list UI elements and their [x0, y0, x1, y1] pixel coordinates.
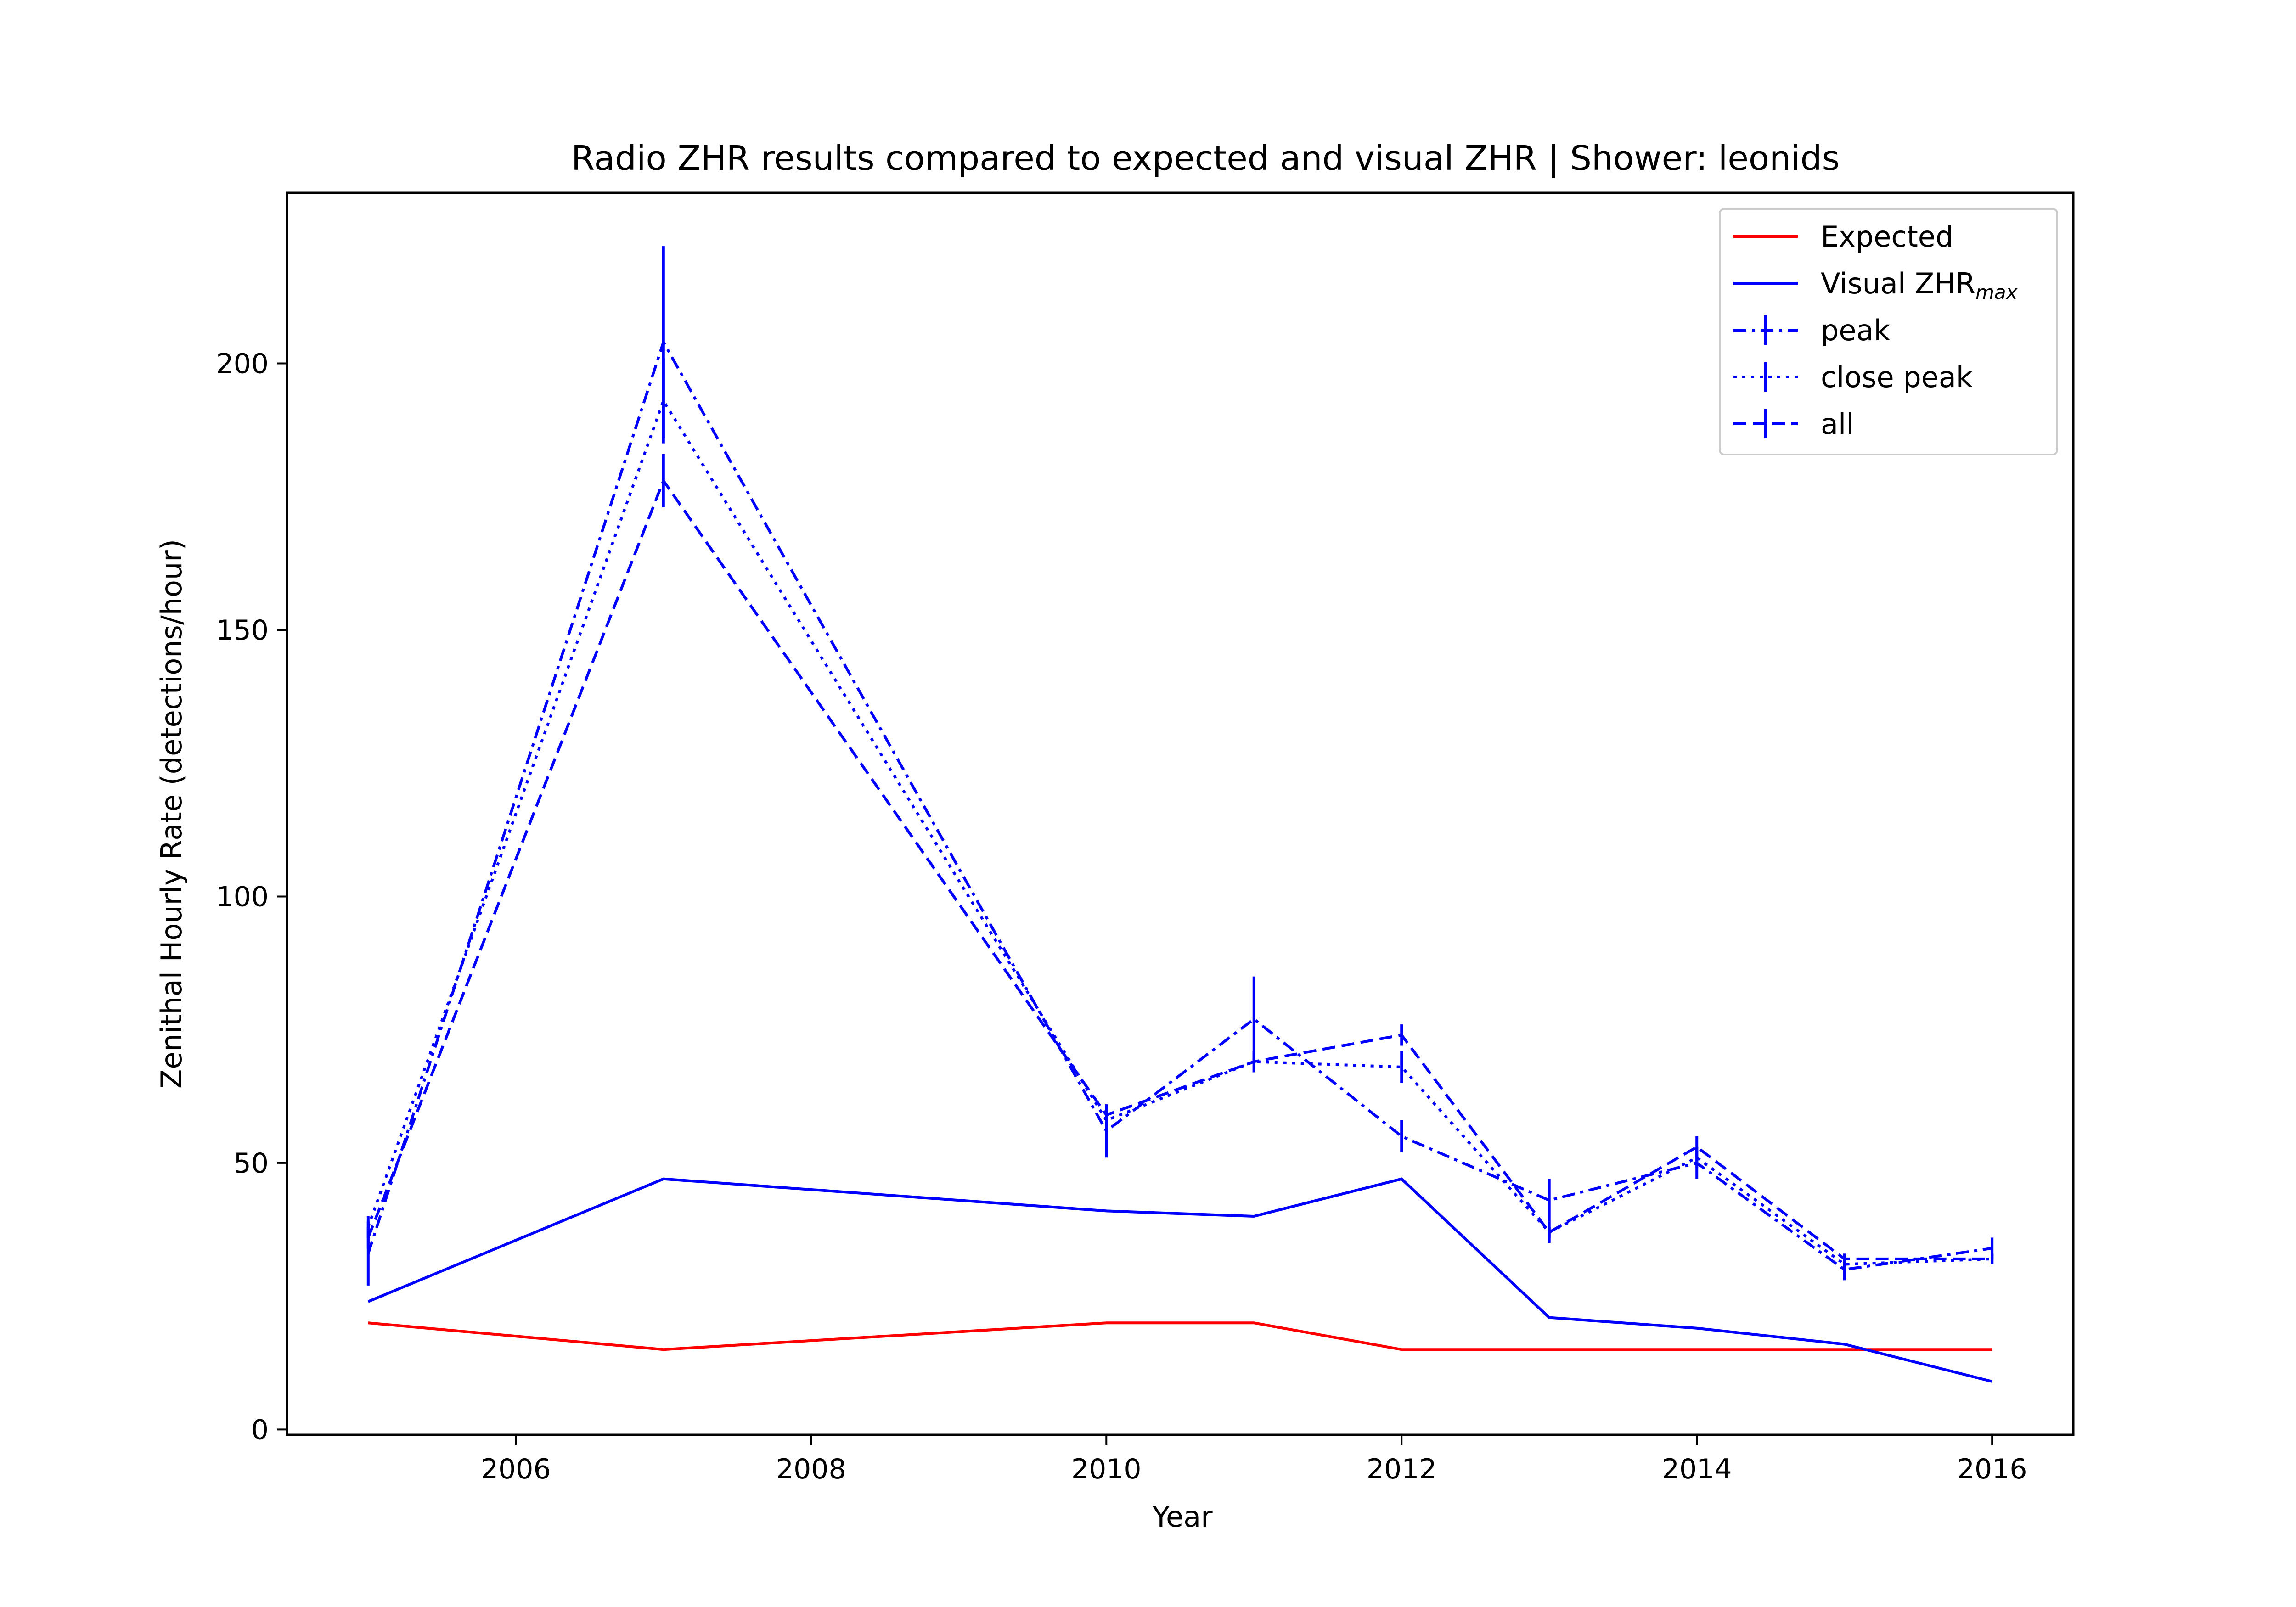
legend-label-subscript: max [1975, 281, 2018, 303]
x-axis-ticks: 2006 2008 2010 2012 2014 2016 [481, 1435, 2027, 1485]
y-tick-label: 0 [251, 1414, 269, 1446]
plot-area [366, 246, 1994, 1383]
legend: Expected Visual ZHRmax peak close peak all [1719, 208, 2058, 455]
series-line [367, 478, 1992, 1260]
legend-label: all [1821, 407, 1854, 441]
legend-label: Expected [1821, 220, 1953, 253]
legend-entry: all [1733, 407, 1854, 441]
legend-entry: close peak [1733, 360, 1973, 394]
x-tick-label: 2014 [1662, 1453, 1732, 1485]
legend-entry: peak [1733, 314, 1890, 347]
y-tick-label: 50 [234, 1147, 269, 1180]
legend-entry: Expected [1733, 220, 1953, 253]
chart-title: Radio ZHR results compared to expected a… [571, 139, 1840, 178]
y-tick-label: 200 [216, 348, 269, 380]
x-tick-label: 2012 [1367, 1453, 1437, 1485]
axes-frame [286, 191, 2075, 1436]
x-tick-label: 2010 [1071, 1453, 1142, 1485]
y-axis-label: Zenithal Hourly Rate (detections/hour) [155, 539, 188, 1089]
series-line [367, 1177, 1992, 1383]
legend-box [1719, 208, 2058, 455]
y-axis-ticks: 0 50 100 150 200 [216, 348, 287, 1446]
series-line [368, 1321, 1992, 1351]
y-tick-label: 150 [216, 614, 269, 646]
legend-label: peak [1821, 314, 1890, 347]
series-all [366, 454, 1994, 1264]
series-visual-zhr [367, 1177, 1992, 1383]
x-tick-label: 2016 [1957, 1453, 2027, 1485]
legend-entry: Visual ZHRmax [1733, 267, 2018, 303]
series-expected [368, 1321, 1992, 1351]
x-tick-label: 2006 [481, 1453, 551, 1485]
x-tick-label: 2008 [776, 1453, 846, 1485]
y-tick-label: 100 [216, 881, 269, 913]
legend-label: close peak [1821, 360, 1973, 394]
legend-label: Visual ZHRmax [1821, 267, 2018, 303]
x-axis-label: Year [1152, 1500, 1213, 1534]
